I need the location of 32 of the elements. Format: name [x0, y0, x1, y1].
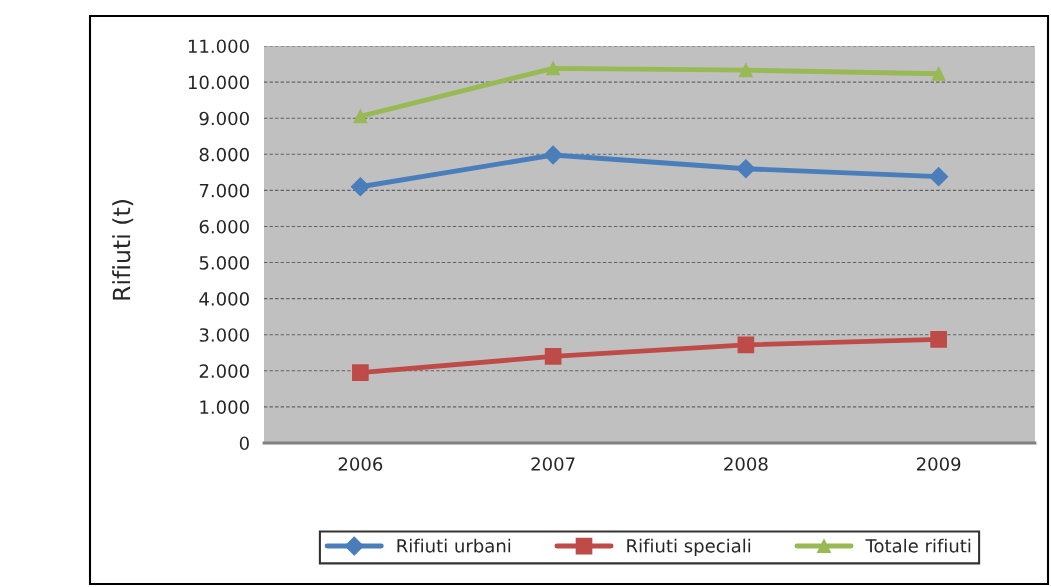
legend-label: Rifiuti speciali	[627, 538, 751, 557]
y-tick-label: 4.000	[199, 292, 249, 306]
y-axis-title: Rifiuti (t)	[112, 200, 134, 300]
y-tick-label: 2.000	[199, 364, 249, 378]
y-tick-label: 8.000	[199, 147, 249, 162]
legend-label: Totale rifiuti	[865, 538, 971, 553]
point	[929, 167, 949, 187]
x-tick-label: 2009	[916, 457, 961, 471]
y-tick-label: 5.000	[199, 256, 249, 270]
legend-label: Rifiuti urbani	[397, 538, 511, 553]
point	[543, 145, 563, 165]
point	[736, 159, 756, 179]
y-tick-label: 6.000	[199, 219, 249, 234]
point	[544, 348, 562, 365]
x-tick-label: 2007	[531, 457, 575, 471]
point	[546, 61, 561, 76]
y-tick-label: 7.000	[199, 183, 249, 198]
point	[352, 364, 369, 381]
y-tick-label: 3.000	[199, 328, 249, 342]
y-tick-label: 1.000	[200, 400, 249, 415]
point	[930, 331, 947, 348]
x-tick-label: 2008	[724, 457, 768, 471]
y-tick-label: 10.000	[188, 75, 249, 90]
point	[738, 63, 753, 78]
y-tick-label: 9.000	[199, 111, 249, 126]
y-tick-label: 11.000	[188, 39, 249, 54]
y-tick-label: 0	[239, 436, 249, 451]
point	[353, 109, 368, 124]
x-tick-label: 2006	[338, 457, 383, 471]
point	[737, 336, 755, 354]
point	[350, 177, 370, 197]
point	[931, 66, 946, 81]
